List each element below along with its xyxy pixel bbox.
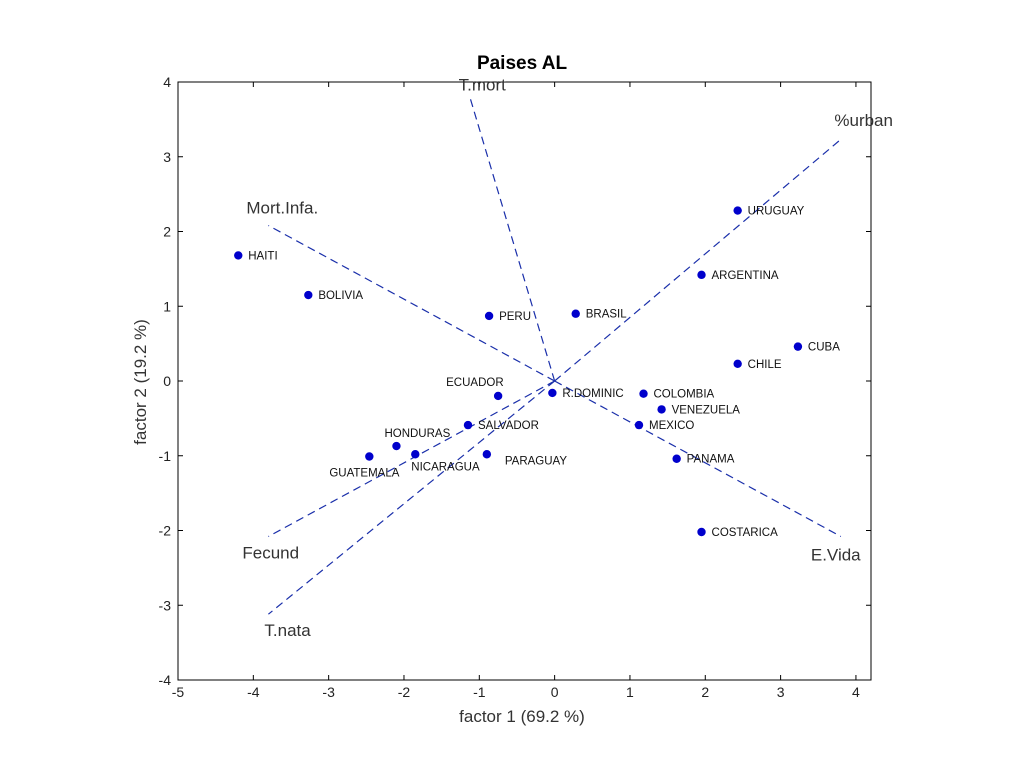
data-point (639, 389, 648, 398)
y-tick-label: 0 (163, 373, 171, 389)
x-tick-label: 3 (777, 684, 785, 700)
data-point (793, 342, 803, 351)
data-point-label: BOLIVIA (318, 290, 363, 302)
vector-label: T.mort (459, 75, 507, 94)
data-point (657, 405, 666, 414)
x-tick-label: -2 (398, 684, 411, 700)
plot-area (177, 81, 872, 681)
data-point (484, 311, 494, 321)
data-point-label: NICARAGUA (411, 461, 480, 473)
data-point (463, 420, 473, 430)
data-point-label: URUGUAY (748, 206, 805, 218)
data-point-label: CHILE (748, 359, 782, 371)
chart-title: Paises AL (477, 53, 568, 74)
y-tick-label: -1 (159, 448, 172, 464)
loading-vectors (268, 98, 843, 615)
data-point-label: CUBA (808, 342, 840, 354)
data-point (392, 441, 401, 451)
data-point (304, 290, 313, 300)
data-point-label: HONDURAS (384, 428, 450, 440)
data-point (482, 450, 492, 459)
vector-label: E.Vida (811, 545, 861, 564)
x-tick-label: -3 (322, 684, 335, 700)
data-point (697, 527, 706, 537)
data-point (548, 388, 557, 398)
y-axis-title: factor 2 (19.2 %) (131, 319, 150, 445)
vector-label: %urban (834, 111, 893, 130)
x-axis-title: factor 1 (69.2 %) (459, 707, 585, 726)
data-point (571, 309, 580, 318)
data-point-label: ECUADOR (446, 377, 504, 389)
data-point (697, 270, 706, 280)
x-tick-label: 0 (551, 684, 559, 700)
y-tick-label: -3 (159, 597, 172, 613)
x-tick-label: -5 (172, 684, 185, 700)
vector-line (268, 380, 556, 615)
y-tick-label: 2 (163, 224, 171, 240)
data-point-label: SALVADOR (478, 420, 539, 432)
data-point-label: PARAGUAY (505, 455, 568, 467)
data-point-label: ARGENTINA (712, 270, 779, 282)
y-axis-ticks: -4 -3 -2 -1 0 1 2 3 4 (159, 74, 871, 688)
data-point-label: R.DOMINIC (562, 388, 623, 400)
y-tick-label: -2 (159, 523, 172, 539)
vector-line (554, 137, 843, 382)
data-points (234, 206, 803, 537)
vector-line (469, 98, 556, 382)
x-tick-label: 1 (626, 684, 634, 700)
y-tick-label: 3 (163, 149, 171, 165)
x-axis-ticks: -5 -4 -3 -2 -1 0 1 2 3 4 (172, 82, 860, 700)
data-point (672, 454, 681, 463)
plot-frame (177, 81, 872, 681)
vector-label: Fecund (242, 543, 299, 562)
data-point-labels: HAITI BOLIVIA PERU BRASIL URUGUAY ARGENTINA CU… (248, 206, 840, 539)
data-point-label: BRASIL (586, 309, 628, 321)
data-point (733, 359, 742, 369)
loading-vector-labels: T.mort %urban Mort.Infa. E.Vida Fecund T.nata (242, 75, 893, 640)
data-point-label: VENEZUELA (672, 404, 741, 416)
data-point (365, 452, 374, 461)
data-point (411, 450, 420, 459)
x-tick-label: 2 (701, 684, 709, 700)
data-point (634, 420, 644, 430)
data-point (733, 206, 742, 215)
data-point (234, 251, 243, 260)
x-tick-label: -4 (247, 684, 260, 700)
y-tick-label: 1 (163, 298, 171, 314)
x-tick-label: -1 (473, 684, 486, 700)
x-tick-label: 4 (852, 684, 860, 700)
vector-label: Mort.Infa. (246, 199, 318, 218)
data-point-label: MEXICO (649, 420, 694, 432)
vector-line (268, 224, 555, 382)
data-point-label: COSTARICA (712, 527, 779, 539)
y-tick-label: -4 (159, 672, 172, 688)
vector-line (554, 380, 842, 538)
data-point-label: HAITI (248, 250, 277, 262)
data-point-label: PANAMA (687, 454, 735, 466)
data-point-label: GUATEMALA (329, 467, 399, 479)
vector-label: T.nata (264, 621, 311, 640)
data-point-label: COLOMBIA (654, 389, 715, 401)
data-point-label: PERU (499, 311, 531, 323)
data-point (493, 391, 503, 401)
y-tick-label: 4 (163, 74, 171, 90)
vector-line (268, 380, 555, 538)
